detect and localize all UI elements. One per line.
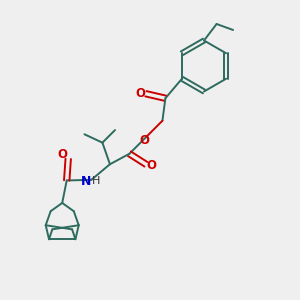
Text: H: H [92,176,100,186]
Text: O: O [146,159,156,172]
Text: O: O [58,148,68,160]
Text: O: O [140,134,149,147]
Text: N: N [81,175,91,188]
Text: O: O [136,87,146,100]
